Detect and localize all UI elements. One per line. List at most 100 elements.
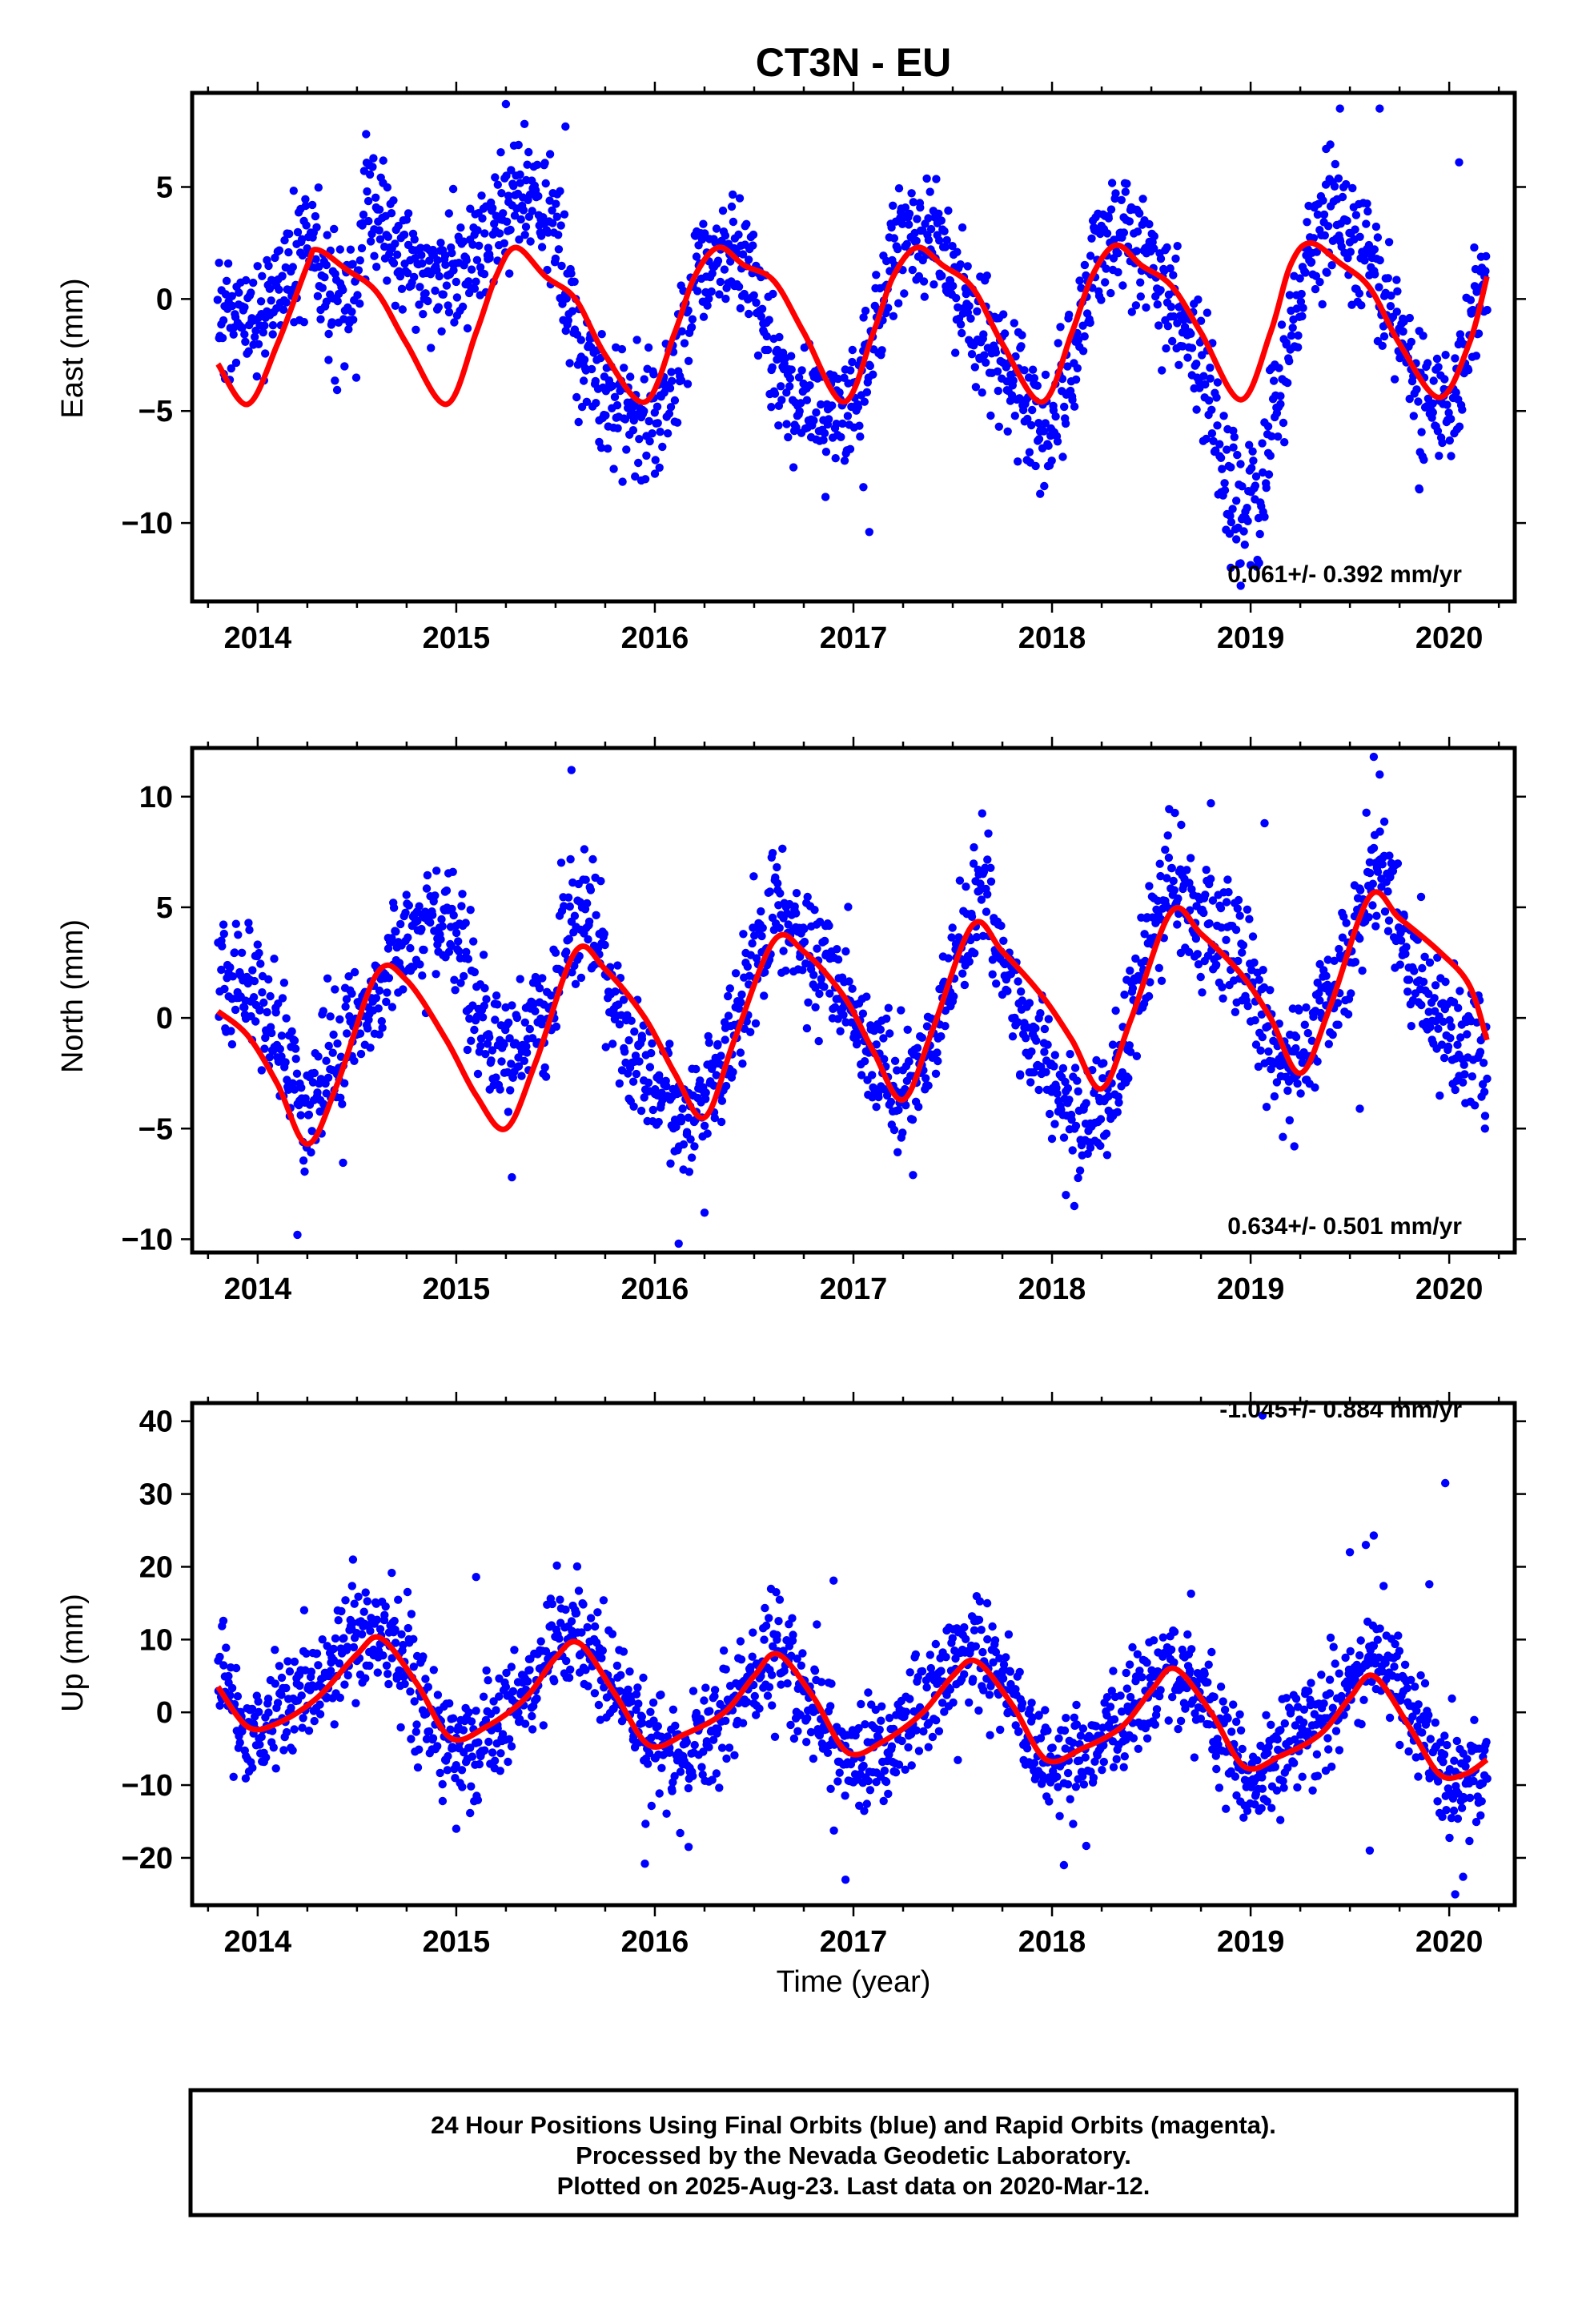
east-point [1028,365,1038,374]
north-point [448,904,456,914]
north-point [1446,1034,1455,1043]
east-point [268,321,278,330]
up-point [1055,1811,1064,1820]
east-point [824,415,833,424]
north-outlier-point [1480,1124,1490,1133]
up-point [911,1650,921,1659]
north-point [1431,981,1440,990]
up-point [337,1606,346,1616]
east-point [1474,329,1484,338]
up-point [774,1617,783,1626]
east-fit-line [215,239,1490,408]
east-point [544,228,552,237]
up-point [247,1704,257,1714]
east-point [330,224,339,234]
north-point [1201,891,1210,899]
east-point [582,397,592,406]
north-point [483,1039,492,1048]
up-point [859,1761,868,1771]
east-point [617,344,627,354]
up-point [1069,1819,1078,1828]
up-point [1063,1768,1073,1778]
east-point [332,385,342,395]
north-point [301,1094,310,1103]
north-point [905,1057,913,1066]
north-point [270,955,279,963]
east-point [1138,195,1147,203]
up-point [904,1743,913,1752]
up-point [914,1747,924,1755]
north-point [687,1153,697,1162]
north-point [1231,925,1241,935]
north-point [522,1048,532,1057]
up-point [749,1628,757,1637]
north-point [356,1049,366,1059]
up-point [502,1668,511,1678]
north-point [1067,1116,1076,1124]
up-point [634,1699,643,1708]
east-point [1186,329,1195,338]
north-point [467,1036,476,1045]
up-point [1099,1741,1108,1750]
east-point [1080,260,1090,270]
north-point [1285,1116,1295,1125]
up-point [773,1630,781,1639]
north-point [436,935,445,944]
east-point [805,381,814,390]
east-point [1040,481,1049,491]
up-point [574,1586,584,1595]
east-point [488,203,497,213]
north-point [644,1078,653,1088]
north-point [1251,1040,1261,1049]
up-point [627,1697,636,1706]
north-point [496,1085,504,1094]
east-point [554,231,563,239]
east-point [1212,393,1221,402]
east-point [1276,400,1285,408]
east-point [784,432,793,442]
north-point [452,928,461,938]
east-point [1343,216,1351,225]
up-point [1027,1699,1036,1707]
up-point [625,1667,634,1676]
up-point [264,1708,273,1717]
east-point [351,373,361,382]
north-point [662,1082,671,1091]
east-point [1452,388,1460,397]
east-point [1162,344,1170,353]
east-point [1263,422,1273,431]
up-point [372,1615,382,1624]
up-point [277,1673,287,1683]
north-point [703,1129,712,1138]
north-point [505,1034,514,1043]
east-point [400,230,409,239]
up-point [599,1596,608,1605]
north-point [721,1081,731,1091]
north-point [841,947,850,956]
east-point [894,299,903,308]
north-point [383,988,391,997]
east-y-tick-label: 5 [156,171,173,204]
up-point [643,1759,652,1768]
up-point [550,1677,559,1686]
east-point [1060,402,1069,412]
east-point [1216,453,1226,462]
east-point [1267,432,1276,440]
up-point [1091,1722,1101,1731]
up-point [1004,1630,1014,1639]
east-point [644,416,653,426]
up-point [996,1725,1005,1735]
east-point [1249,456,1258,465]
east-point [462,255,471,265]
east-point [1296,297,1306,306]
up-point [255,1707,263,1716]
north-point [1144,991,1154,1001]
up-point [1142,1734,1152,1743]
east-point [727,202,737,211]
east-point [387,209,396,218]
north-point [409,963,418,971]
east-point [418,259,427,268]
north-point [217,965,226,975]
north-point [600,929,608,939]
north-point [449,911,458,920]
